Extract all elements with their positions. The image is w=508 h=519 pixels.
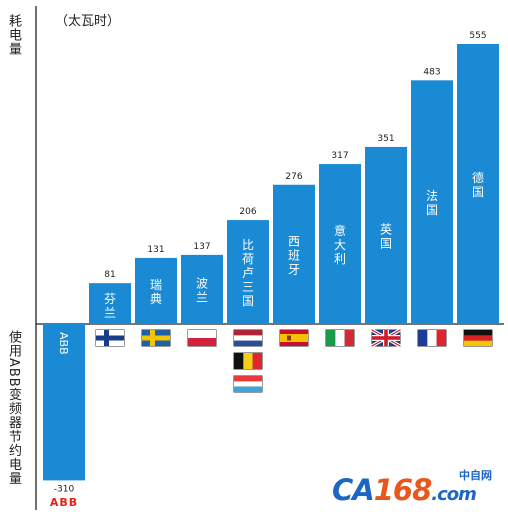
y-axis-label-bottom: 使用ABB变频器节约电量	[6, 330, 21, 486]
bar-0	[43, 324, 85, 481]
category-label-4: 比荷卢三国	[242, 238, 254, 308]
value-label-4: 206	[239, 207, 256, 217]
value-label-1: 81	[104, 270, 115, 280]
france-flag	[417, 329, 447, 347]
watermark-logo: CA168.com 中自网	[332, 469, 492, 507]
uk-flag	[371, 328, 401, 348]
category-label-8: 法国	[426, 189, 438, 217]
value-label-0: -310	[54, 484, 75, 494]
italy-flag	[325, 329, 355, 347]
bar-7	[365, 146, 407, 324]
belgium-flag	[233, 352, 263, 370]
bar-6	[319, 164, 361, 324]
value-label-7: 351	[377, 134, 394, 144]
category-label-2: 瑞典	[150, 278, 162, 306]
category-label-6: 意大利	[334, 223, 346, 266]
bar-5	[273, 184, 315, 324]
abb-logo: ABB	[50, 496, 78, 509]
bar-2	[135, 257, 177, 324]
value-label-8: 483	[423, 67, 440, 77]
bar-4	[227, 220, 269, 324]
value-label-9: 555	[469, 31, 486, 41]
category-label-9: 德国	[472, 170, 484, 199]
value-label-5: 276	[285, 172, 302, 182]
netherlands-flag	[233, 329, 263, 347]
poland-flag	[187, 329, 217, 347]
watermark-text: CA168.com	[332, 473, 477, 507]
category-label-3: 波兰	[196, 276, 208, 304]
spain-flag	[279, 329, 309, 347]
bar-8	[411, 80, 453, 324]
bar-1	[89, 283, 131, 324]
value-label-3: 137	[193, 242, 210, 252]
watermark-subtext: 中自网	[459, 469, 492, 482]
value-label-6: 317	[331, 151, 348, 161]
category-label-7: 英国	[380, 222, 392, 250]
category-label-0: ABB	[57, 332, 70, 355]
luxembourg-flag	[233, 375, 263, 393]
finland-flag	[95, 329, 125, 347]
sweden-flag	[141, 329, 171, 347]
y-axis-label-top: 耗电量	[6, 14, 21, 56]
category-label-1: 芬兰	[104, 292, 116, 320]
category-label-5: 西班牙	[288, 234, 300, 276]
value-label-2: 131	[147, 245, 164, 255]
germany-flag	[463, 329, 493, 347]
bar-3	[181, 254, 223, 324]
bar-9	[457, 44, 499, 324]
unit-label: （太瓦时）	[55, 14, 121, 29]
